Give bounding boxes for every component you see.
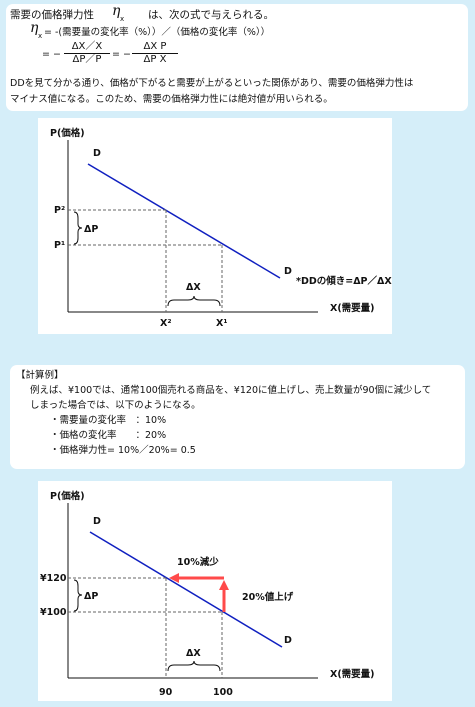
fraction-2-denominator: ΔP X [132, 53, 178, 66]
graph-2-x-right-label: 100 [213, 687, 233, 698]
graph-1-delta-p-label: ΔP [84, 224, 98, 235]
graph-1-x1-label: X¹ [216, 318, 228, 329]
graph-1-x2-label: X² [160, 318, 172, 329]
eq-mid: = − [112, 49, 131, 60]
example-item-2: ・価格の変化率 ：20% [50, 430, 167, 441]
graph-1-demand-curve [87, 163, 281, 279]
intro-box: 需要の価格弾力性 η x は、次の式で与えられる。 η x = -(需要量の変化… [6, 4, 468, 111]
graph-1-curve-label-top: D [93, 148, 101, 159]
graph-2-delta-p-label: ΔP [84, 591, 98, 602]
example-item-1: ・需要量の変化率 ：10% [50, 415, 167, 426]
graph-2-y-axis-label: P(価格) [50, 490, 85, 502]
graph-2-increase-note: 20%値上げ [242, 591, 294, 603]
graph-1-slope-note: *DDの傾き=ΔP／ΔX [296, 275, 392, 287]
example-line-2: しまった場合では、以下のようになる。 [30, 400, 201, 411]
graph-1-delta-p-brace [73, 211, 83, 245]
graph-2-panel: P(価格) X(需要量) D D 10%減少 20%値上げ ¥120 ¥100 … [38, 481, 392, 701]
eta-subscript: x [120, 15, 125, 23]
graph-1-curve-label-bottom: D [284, 266, 292, 277]
fraction-2: ΔX P ΔP X [132, 41, 178, 66]
fraction-1: ΔX／X ΔP／P [64, 41, 110, 66]
graph-2-demand-curve [89, 531, 283, 648]
eq-prefix: = − [42, 49, 61, 60]
eta-subscript-2: x [38, 32, 43, 40]
example-item-3: ・価格弾力性= 10%／20%= 0.5 [50, 445, 196, 456]
graph-2-x-left-label: 90 [159, 687, 173, 698]
graph-2-price-high-label: ¥120 [40, 573, 67, 584]
graph-2-delta-x-brace [167, 660, 221, 672]
example-box: 【計算例】 例えば、¥100では、通常100個売れる商品を、¥120に値上げし、… [10, 365, 465, 469]
graph-2-price-low-label: ¥100 [40, 607, 67, 618]
graph-1-p1-label: P¹ [54, 240, 65, 251]
intro-paragraph-2: マイナス値になる。このため、需要の価格弾力性には絶対値が用いられる。 [10, 94, 333, 105]
graph-1-x-axis-label: X(需要量) [330, 302, 375, 314]
graph-2-delta-p-brace [73, 579, 83, 612]
graph-1-panel: P(価格) X(需要量) D D P² P¹ ΔP ΔX X² X¹ *DDの傾… [38, 118, 392, 334]
graph-2-delta-x-label: ΔX [186, 648, 201, 659]
fraction-1-numerator: ΔX／X [71, 41, 103, 52]
graph-1-delta-x-brace [167, 295, 221, 307]
graph-2-x-axis-label: X(需要量) [330, 668, 375, 680]
eta-symbol-2: η [30, 20, 39, 36]
fraction-1-denominator: ΔP／P [64, 53, 110, 66]
graph-1-delta-x-label: ΔX [186, 282, 201, 293]
graph-2-decrease-note: 10%減少 [177, 556, 219, 568]
fraction-2-numerator: ΔX P [143, 41, 167, 52]
eta-symbol: η [112, 3, 121, 19]
example-heading: 【計算例】 [16, 370, 64, 381]
example-line-1: 例えば、¥100では、通常100個売れる商品を、¥120に値上げし、売上数量が9… [30, 385, 432, 396]
graph-1-p2-label: P² [54, 205, 65, 216]
graph-2: P(価格) X(需要量) D D 10%減少 20%値上げ ¥120 ¥100 … [40, 490, 375, 698]
intro-line1-rest: は、次の式で与えられる。 [148, 9, 274, 21]
graph-1-y-axis-label: P(価格) [50, 127, 85, 139]
formula-text: = -(需要量の変化率（%））／（価格の変化率（%）） [44, 27, 271, 38]
graph-2-curve-label-bottom: D [284, 635, 292, 646]
graph-1: P(価格) X(需要量) D D P² P¹ ΔP ΔX X² X¹ *DDの傾… [50, 127, 392, 329]
intro-paragraph-1: DDを見て分かる通り、価格が下がると需要が上がるといった関係があり、需要の価格弾… [10, 78, 414, 89]
graph-2-curve-label-top: D [93, 516, 101, 527]
intro-line1: 需要の価格弾力性 [10, 9, 94, 21]
